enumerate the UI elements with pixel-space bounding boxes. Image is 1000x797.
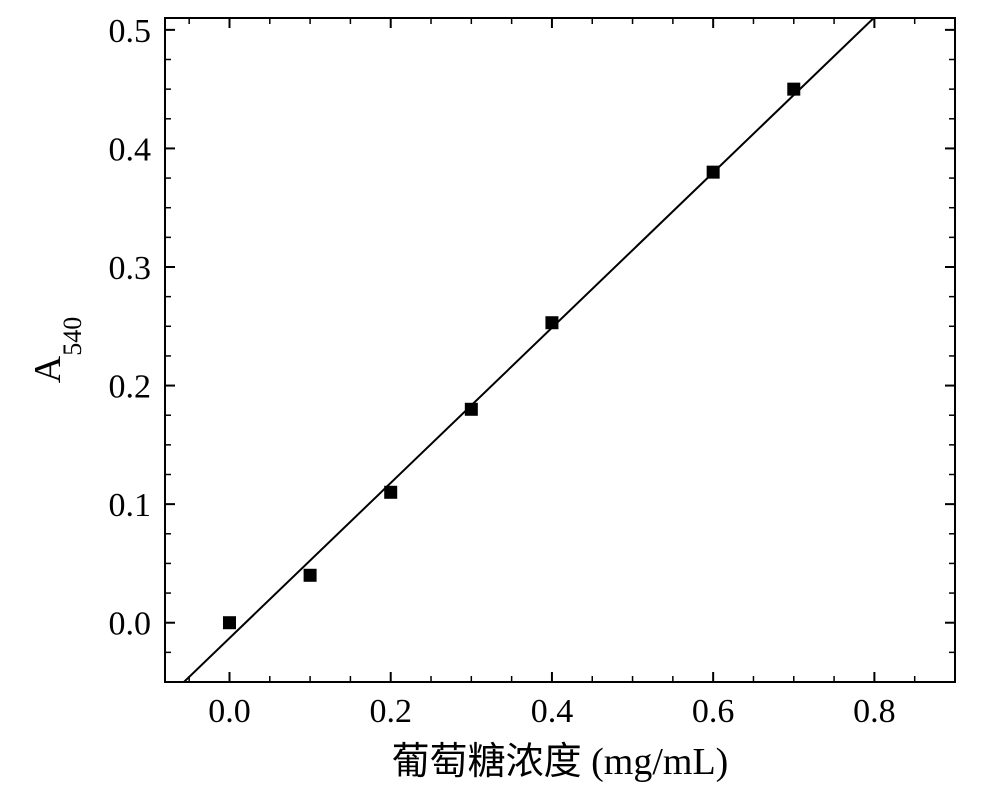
data-point xyxy=(546,317,558,329)
x-tick-label: 0.6 xyxy=(692,693,735,730)
y-tick-label: 0.2 xyxy=(109,369,152,406)
y-tick-label: 0.1 xyxy=(109,487,152,524)
plot-frame xyxy=(165,18,955,682)
data-point xyxy=(223,617,235,629)
data-point xyxy=(385,486,397,498)
y-tick-label: 0.4 xyxy=(109,131,152,168)
y-tick-label: 0.3 xyxy=(109,250,152,287)
y-tick-label: 0.0 xyxy=(109,606,152,643)
chart-container: 0.0 0.2 0.4 0.6 0.8 0.0 0.1 0.2 0.3 0.4 0.5 葡萄糖浓度 (… xyxy=(0,0,1000,797)
y-axis-label: A540 xyxy=(27,317,87,383)
data-point xyxy=(707,166,719,178)
y-tick-label: 0.5 xyxy=(109,13,152,50)
regression-line xyxy=(165,0,955,700)
data-point xyxy=(465,403,477,415)
x-tick-label: 0.4 xyxy=(531,693,574,730)
x-tick-label: 0.0 xyxy=(208,693,251,730)
x-tick-label: 0.8 xyxy=(853,693,896,730)
x-tick-label: 0.2 xyxy=(369,693,412,730)
x-axis-label: 葡萄糖浓度 (mg/mL) xyxy=(392,741,729,783)
data-point xyxy=(788,83,800,95)
scatter-chart: 0.0 0.2 0.4 0.6 0.8 0.0 0.1 0.2 0.3 0.4 0.5 葡萄糖浓度 (… xyxy=(0,0,1000,797)
data-point xyxy=(304,569,316,581)
